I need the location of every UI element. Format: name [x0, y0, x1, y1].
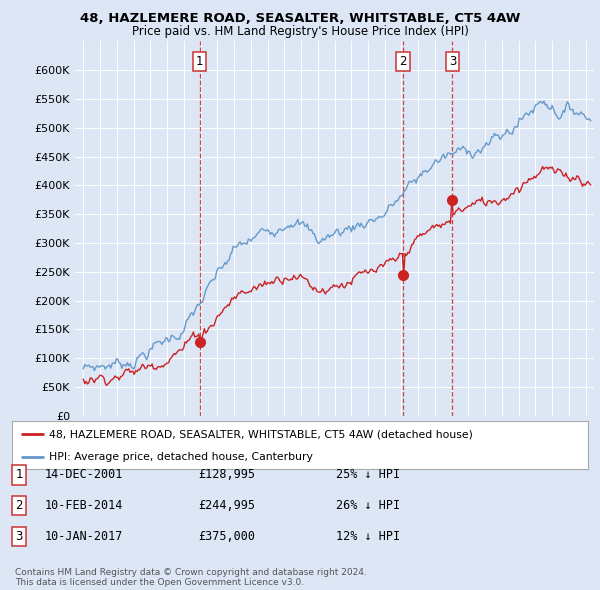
- Text: 2: 2: [16, 499, 23, 512]
- Text: £128,995: £128,995: [198, 468, 255, 481]
- Text: 26% ↓ HPI: 26% ↓ HPI: [336, 499, 400, 512]
- Text: 14-DEC-2001: 14-DEC-2001: [45, 468, 124, 481]
- Text: 10-FEB-2014: 10-FEB-2014: [45, 499, 124, 512]
- Text: 48, HAZLEMERE ROAD, SEASALTER, WHITSTABLE, CT5 4AW: 48, HAZLEMERE ROAD, SEASALTER, WHITSTABL…: [80, 12, 520, 25]
- Text: 12% ↓ HPI: 12% ↓ HPI: [336, 530, 400, 543]
- Text: 3: 3: [16, 530, 23, 543]
- Text: Price paid vs. HM Land Registry's House Price Index (HPI): Price paid vs. HM Land Registry's House …: [131, 25, 469, 38]
- Text: 1: 1: [196, 55, 203, 68]
- Text: HPI: Average price, detached house, Canterbury: HPI: Average price, detached house, Cant…: [49, 452, 313, 462]
- Text: 2: 2: [400, 55, 407, 68]
- Text: £375,000: £375,000: [198, 530, 255, 543]
- Text: 10-JAN-2017: 10-JAN-2017: [45, 530, 124, 543]
- Text: 3: 3: [449, 55, 456, 68]
- Text: £244,995: £244,995: [198, 499, 255, 512]
- Text: Contains HM Land Registry data © Crown copyright and database right 2024.
This d: Contains HM Land Registry data © Crown c…: [15, 568, 367, 587]
- Text: 48, HAZLEMERE ROAD, SEASALTER, WHITSTABLE, CT5 4AW (detached house): 48, HAZLEMERE ROAD, SEASALTER, WHITSTABL…: [49, 429, 473, 439]
- Text: 1: 1: [16, 468, 23, 481]
- Text: 25% ↓ HPI: 25% ↓ HPI: [336, 468, 400, 481]
